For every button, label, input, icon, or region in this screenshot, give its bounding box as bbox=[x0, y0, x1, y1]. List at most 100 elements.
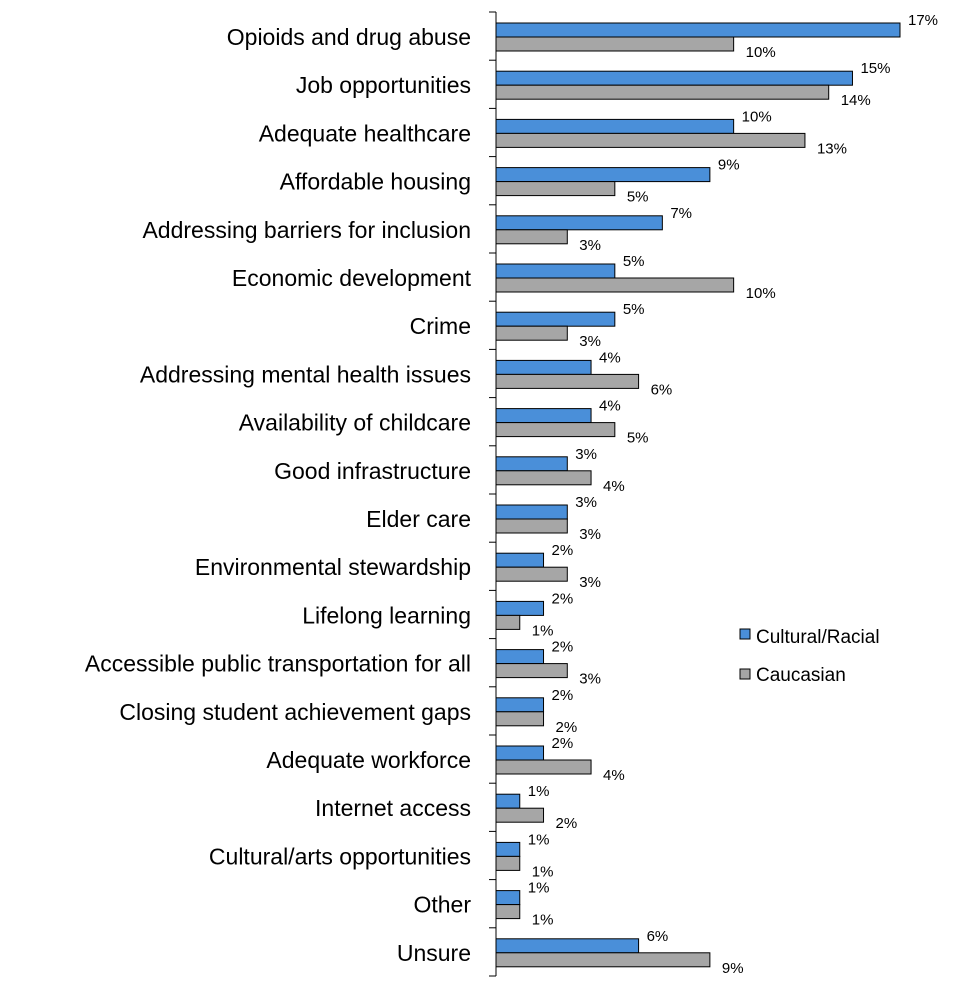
category-label: Good infrastructure bbox=[274, 458, 471, 484]
data-label-cultural-racial: 3% bbox=[575, 446, 597, 463]
data-label-cultural-racial: 4% bbox=[599, 398, 621, 415]
bar-caucasian bbox=[495, 277, 735, 293]
bar-cultural-racial bbox=[495, 552, 545, 568]
data-label-cultural-racial: 2% bbox=[552, 687, 574, 704]
data-label-cultural-racial: 5% bbox=[623, 253, 645, 270]
bar-caucasian bbox=[495, 84, 830, 100]
data-label-caucasian: 5% bbox=[627, 430, 649, 447]
data-label-caucasian: 3% bbox=[579, 526, 601, 543]
category-label: Job opportunities bbox=[296, 72, 471, 98]
bar-cultural-racial bbox=[495, 793, 521, 809]
bar-cultural-racial bbox=[495, 70, 853, 86]
bar-caucasian bbox=[495, 614, 521, 630]
bar-cultural-racial bbox=[495, 938, 640, 954]
data-label-caucasian: 10% bbox=[746, 44, 776, 61]
category-label: Adequate workforce bbox=[266, 747, 471, 773]
data-label-caucasian: 4% bbox=[603, 767, 625, 784]
bar-cultural-racial bbox=[495, 649, 545, 665]
data-label-caucasian: 1% bbox=[532, 622, 554, 639]
data-label-caucasian: 3% bbox=[579, 333, 601, 350]
data-label-cultural-racial: 1% bbox=[528, 783, 550, 800]
category-label: Other bbox=[413, 892, 471, 918]
data-label-cultural-racial: 9% bbox=[718, 157, 740, 174]
bar-cultural-racial bbox=[495, 456, 568, 472]
bar-caucasian bbox=[495, 807, 545, 823]
data-label-caucasian: 6% bbox=[651, 381, 673, 398]
data-label-cultural-racial: 15% bbox=[860, 60, 890, 77]
data-label-caucasian: 3% bbox=[579, 574, 601, 591]
bar-caucasian bbox=[495, 952, 711, 968]
bar-caucasian bbox=[495, 373, 640, 389]
bar-caucasian bbox=[495, 325, 568, 341]
bar-caucasian bbox=[495, 181, 616, 197]
labels-layer: Opioids and drug abuse 17% 10% Job opportun… bbox=[85, 12, 938, 977]
data-label-cultural-racial: 7% bbox=[670, 205, 692, 222]
legend-label-series-2: Caucasian bbox=[756, 665, 846, 686]
data-label-caucasian: 3% bbox=[579, 237, 601, 254]
category-label: Internet access bbox=[315, 795, 471, 821]
bar-cultural-racial bbox=[495, 745, 545, 761]
category-label: Crime bbox=[410, 313, 471, 339]
bar-caucasian bbox=[495, 855, 521, 871]
data-label-cultural-racial: 1% bbox=[528, 831, 550, 848]
data-label-caucasian: 2% bbox=[556, 815, 578, 832]
legend-swatch-series-1 bbox=[739, 628, 751, 640]
bar-caucasian bbox=[495, 663, 568, 679]
data-label-caucasian: 14% bbox=[841, 92, 871, 109]
bar-cultural-racial bbox=[495, 22, 901, 38]
data-label-caucasian: 1% bbox=[532, 863, 554, 880]
bar-cultural-racial bbox=[495, 697, 545, 713]
data-label-cultural-racial: 6% bbox=[647, 928, 669, 945]
data-label-caucasian: 5% bbox=[627, 189, 649, 206]
data-label-cultural-racial: 2% bbox=[552, 590, 574, 607]
category-label: Elder care bbox=[366, 506, 471, 532]
bar-cultural-racial bbox=[495, 215, 663, 231]
bar-caucasian bbox=[495, 518, 568, 534]
bar-cultural-racial bbox=[495, 841, 521, 857]
bar-caucasian bbox=[495, 229, 568, 245]
bar-caucasian bbox=[495, 711, 545, 727]
legend-swatch-series-2 bbox=[739, 668, 751, 680]
category-label: Environmental stewardship bbox=[195, 554, 471, 580]
bar-cultural-racial bbox=[495, 600, 545, 616]
data-label-caucasian: 2% bbox=[556, 719, 578, 736]
legend: Cultural/Racial Caucasian bbox=[739, 627, 880, 686]
bar-caucasian bbox=[495, 36, 735, 52]
data-label-cultural-racial: 1% bbox=[528, 880, 550, 897]
category-label: Accessible public transportation for all bbox=[85, 651, 471, 677]
bar-caucasian bbox=[495, 759, 592, 775]
bar-cultural-racial bbox=[495, 263, 616, 279]
data-label-cultural-racial: 2% bbox=[552, 639, 574, 656]
bar-cultural-racial bbox=[495, 890, 521, 906]
bar-caucasian bbox=[495, 132, 806, 148]
data-label-cultural-racial: 5% bbox=[623, 301, 645, 318]
data-label-caucasian: 1% bbox=[532, 912, 554, 929]
bar-cultural-racial bbox=[495, 311, 616, 327]
data-label-cultural-racial: 17% bbox=[908, 12, 938, 29]
data-label-caucasian: 9% bbox=[722, 960, 744, 977]
category-label: Closing student achievement gaps bbox=[119, 699, 471, 725]
category-label: Adequate healthcare bbox=[259, 120, 471, 146]
category-label: Addressing barriers for inclusion bbox=[142, 217, 471, 243]
data-label-cultural-racial: 3% bbox=[575, 494, 597, 511]
data-label-cultural-racial: 2% bbox=[552, 542, 574, 559]
bar-cultural-racial bbox=[495, 408, 592, 424]
category-label: Lifelong learning bbox=[302, 602, 471, 628]
bar-cultural-racial bbox=[495, 359, 592, 375]
legend-label-series-1: Cultural/Racial bbox=[756, 627, 880, 648]
bar-caucasian bbox=[495, 422, 616, 438]
data-label-caucasian: 10% bbox=[746, 285, 776, 302]
category-label: Cultural/arts opportunities bbox=[209, 843, 471, 869]
data-label-caucasian: 4% bbox=[603, 478, 625, 495]
axis-layer bbox=[489, 11, 497, 977]
category-label: Addressing mental health issues bbox=[140, 361, 471, 387]
category-label: Availability of childcare bbox=[239, 410, 471, 436]
category-label: Opioids and drug abuse bbox=[227, 24, 471, 50]
category-label: Affordable housing bbox=[280, 169, 471, 195]
data-label-caucasian: 13% bbox=[817, 140, 847, 157]
category-label: Unsure bbox=[397, 940, 471, 966]
category-label: Economic development bbox=[232, 265, 472, 291]
bar-caucasian bbox=[495, 566, 568, 582]
bar-cultural-racial bbox=[495, 118, 735, 134]
